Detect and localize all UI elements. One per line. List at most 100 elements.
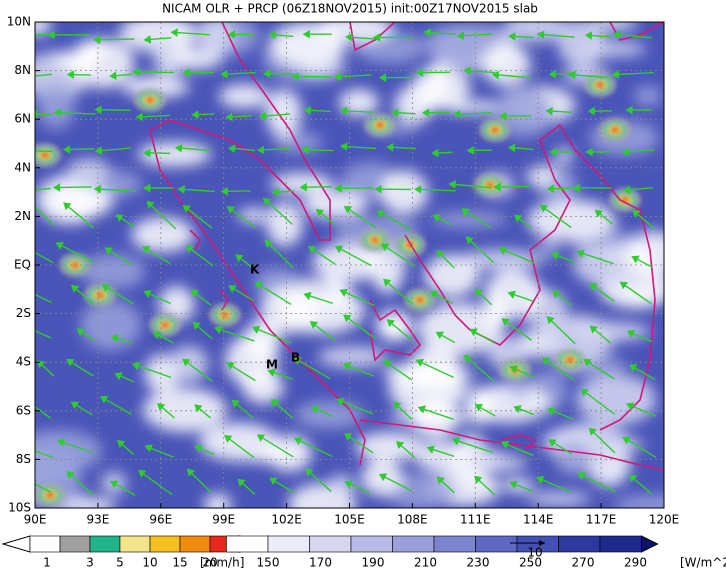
arrow-head — [71, 284, 80, 293]
wind-arrow — [383, 278, 412, 304]
wind-arrow — [335, 74, 372, 78]
legend-label: 290 — [624, 556, 647, 570]
legend-label: 5 — [116, 556, 124, 570]
cloud — [355, 431, 424, 462]
arrow-head — [498, 246, 507, 255]
place-label: M — [266, 358, 278, 372]
cloud — [48, 185, 114, 218]
cloud — [380, 170, 428, 215]
arrow-head — [110, 480, 119, 489]
precip-cell — [596, 82, 604, 88]
arrow-head — [192, 321, 201, 330]
arrow-head — [182, 68, 190, 78]
wind-arrow — [132, 363, 172, 379]
wind-arrow — [547, 316, 576, 345]
arrow-head — [186, 468, 195, 477]
wind-arrow — [138, 470, 173, 496]
precip-cell — [566, 357, 574, 363]
arrow-head — [546, 184, 554, 194]
arrow-head — [227, 30, 236, 39]
precip-cell — [96, 292, 104, 298]
arrow-head — [251, 325, 261, 334]
arrow-head — [580, 388, 589, 397]
arrow-head — [500, 440, 510, 449]
arrow-head — [76, 328, 85, 337]
arrow-head — [622, 185, 631, 195]
wind-arrow — [494, 185, 531, 188]
wind-arrow — [35, 251, 54, 264]
arrow-head — [509, 480, 518, 489]
arrow-head — [258, 111, 267, 121]
arrow-head — [382, 278, 392, 287]
wind-arrow — [54, 186, 92, 189]
wind-arrow — [94, 38, 135, 41]
precip-cell — [611, 127, 619, 133]
arrow-head — [293, 437, 303, 445]
wind-arrow — [294, 437, 333, 458]
wind-arrow — [589, 428, 616, 454]
arrow-head — [109, 71, 117, 80]
arrow-head — [220, 69, 228, 79]
lat-label: 2N — [14, 209, 31, 223]
cloud — [328, 474, 355, 501]
wind-arrow — [57, 440, 94, 454]
arrow-head — [577, 472, 586, 480]
arrow-head — [191, 110, 199, 119]
wind-arrow — [35, 330, 52, 339]
arrow-head — [35, 479, 37, 483]
arrow-head — [182, 358, 191, 367]
arrow-head — [546, 316, 555, 325]
arrow-head — [22, 245, 28, 250]
wind-arrow — [265, 240, 294, 269]
arrow-head — [99, 395, 109, 404]
wind-arrow — [415, 188, 456, 192]
graticule — [35, 22, 664, 508]
cloud — [243, 319, 281, 361]
cloud — [633, 85, 663, 107]
cloud — [67, 158, 110, 183]
arrow-head — [568, 70, 576, 80]
arrow-head — [499, 111, 507, 121]
cloud — [317, 345, 388, 368]
arrow-head — [415, 68, 424, 77]
arrow-head — [269, 477, 278, 486]
wind-arrow — [336, 398, 374, 415]
lon-label: 96E — [149, 513, 172, 527]
legend-box — [59, 535, 91, 553]
arrow-head — [114, 372, 123, 381]
wind-arrow — [35, 205, 55, 226]
reference-label: 10 — [527, 546, 542, 560]
lat-label: 6S — [16, 403, 31, 417]
arrow-head — [52, 183, 61, 192]
cloud — [576, 374, 657, 426]
arrow-head — [507, 290, 516, 299]
precip-cell — [416, 297, 424, 303]
arrow-head — [631, 255, 640, 264]
lon-label: 117E — [586, 513, 617, 527]
wind-vectors — [22, 28, 657, 496]
legend-box — [149, 535, 181, 553]
arrow-head — [334, 184, 342, 193]
wind-arrow — [613, 33, 652, 39]
arrow-head — [589, 282, 598, 291]
legend-arrow — [1, 535, 31, 553]
arrow-head — [24, 32, 29, 38]
arrow-head — [493, 182, 501, 192]
arrow-head — [548, 439, 557, 447]
legend-box — [226, 535, 269, 553]
arrow-head — [177, 185, 185, 194]
arrow-head — [431, 148, 439, 158]
arrow-head — [226, 362, 235, 370]
arrow-head — [589, 325, 598, 334]
arrow-head — [66, 359, 75, 367]
lon-label: 111E — [460, 513, 491, 527]
arrow-head — [143, 290, 152, 298]
wind-arrow — [35, 450, 54, 459]
cloud — [218, 84, 269, 109]
arrow-head — [131, 361, 141, 371]
arrow-head — [303, 291, 312, 301]
arrow-head — [625, 402, 635, 411]
arrow-head — [214, 325, 223, 334]
legend-arrow — [641, 535, 659, 553]
